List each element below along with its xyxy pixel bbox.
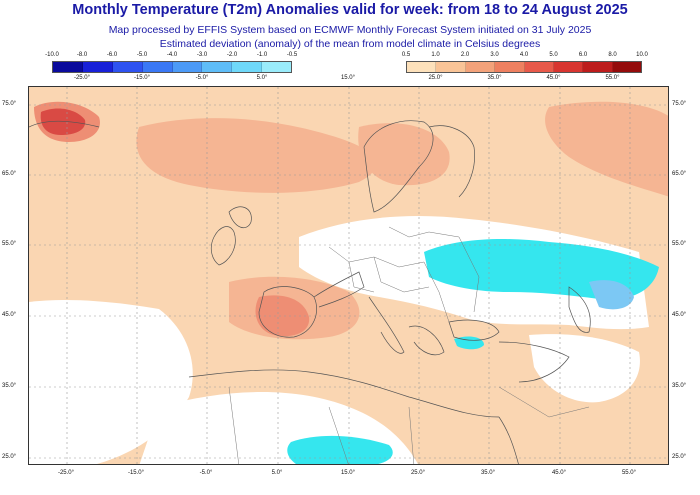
neutral-area-atlantic-south [29, 300, 193, 464]
legend-swatch [262, 62, 291, 72]
legend-lon-label: -15.0° [133, 75, 151, 81]
coastlines [29, 120, 591, 464]
legend-swatch [202, 62, 233, 72]
legend-lon-label: 25.0° [428, 75, 443, 81]
graticule [29, 87, 668, 464]
legend-swatch [465, 62, 496, 72]
anomaly-map[interactable] [28, 86, 669, 465]
legend-warm-lon-labels: 25.0° 35.0° 45.0° 55.0° [406, 75, 642, 84]
legend-lon-label: -25.0° [73, 75, 91, 81]
legend-lon-label: -5.0° [195, 75, 209, 81]
map-subtitle-units: Estimated deviation (anomaly) of the mea… [159, 38, 541, 50]
legend-lon-label: 45.0° [546, 75, 561, 81]
lat-label-left: 45.0° [2, 312, 17, 318]
legend-lon-label: 35.0° [487, 75, 502, 81]
lon-label-bottom: 15.0° [340, 470, 356, 476]
anomaly-cold-caspian [589, 280, 634, 310]
anomaly-mid-north [136, 118, 376, 193]
legend-swatch [612, 62, 641, 72]
legend-cold-labels: -10.0 -8.0 -6.0 -5.0 -4.0 -3.0 -2.0 -1.0 -0.5 [45, 52, 297, 61]
legend-cold: -10.0 -8.0 -6.0 -5.0 -4.0 -3.0 -2.0 -1.0 -0.5 -2… [45, 52, 297, 86]
lat-label-left: 75.0° [2, 101, 17, 107]
lat-label-right: 45.0° [672, 312, 687, 318]
legend-tick-label: -6.0 [106, 52, 118, 58]
legend-tick-label: 6.0 [578, 52, 588, 58]
legend-tick-label: -5.0 [136, 52, 148, 58]
lon-label-bottom: -25.0° [57, 470, 75, 476]
lat-label-right: 55.0° [672, 241, 687, 247]
legend-tick-label: 4.0 [519, 52, 529, 58]
legend-tick-label: 5.0 [549, 52, 558, 58]
legend-swatch [53, 62, 83, 72]
legend-tick-label: -0.5 [286, 52, 298, 58]
legend-tick-label: -10.0 [45, 52, 59, 58]
legend-tick-label: -8.0 [76, 52, 88, 58]
lon-label-bottom: -15.0° [127, 470, 145, 476]
lat-label-left: 65.0° [2, 171, 17, 177]
lat-label-right: 65.0° [672, 171, 687, 177]
anomaly-strong-iberia [255, 295, 310, 337]
legend-lon-label: 5.0° [256, 75, 268, 81]
legend-swatch [436, 62, 466, 72]
legend-cold-bar [52, 61, 292, 73]
lat-label-right: 35.0° [672, 383, 687, 389]
legend-tick-label: 1.0 [431, 52, 440, 58]
legend-swatch [583, 62, 613, 72]
legend-warm-labels: 0.5 1.0 2.0 3.0 4.0 5.0 6.0 8.0 10.0 [402, 52, 648, 61]
map-canvas [29, 87, 668, 464]
lat-label-right: 75.0° [672, 101, 687, 107]
legend-tick-label: -2.0 [226, 52, 238, 58]
legend-swatch [112, 62, 143, 72]
legend-tick-label: 2.0 [460, 52, 470, 58]
legend-tick-label: -3.0 [196, 52, 208, 58]
anomaly-very-hot-greenland [40, 108, 86, 135]
legend-tick-label: 3.0 [490, 52, 499, 58]
legend-swatch [524, 62, 554, 72]
legend-swatch [142, 62, 173, 72]
anomaly-mid-scandinavia [358, 123, 450, 186]
map-subtitle-source: Map processed by EFFIS System based on E… [108, 24, 592, 36]
legend-tick-label: -1.0 [256, 52, 268, 58]
legend-swatch [407, 62, 437, 72]
anomaly-mid-east-north [545, 101, 668, 197]
legend-swatch [232, 62, 263, 72]
lat-label-left: 35.0° [2, 383, 17, 389]
legend-warm: 0.5 1.0 2.0 3.0 4.0 5.0 6.0 8.0 10.0 25.0° 35.0° 4… [402, 52, 648, 86]
legend-warm-bar [406, 61, 642, 73]
lat-label-right: 25.0° [672, 454, 687, 460]
legend-cold-lon-labels: -25.0° -15.0° -5.0° 5.0° [52, 75, 292, 84]
legend-swatch [553, 62, 584, 72]
lon-label-bottom: 25.0° [410, 470, 426, 476]
lon-label-bottom: -5.0° [199, 470, 213, 476]
country-borders [228, 226, 590, 464]
lat-label-left: 55.0° [2, 241, 17, 247]
lat-label-left: 25.0° [2, 454, 17, 460]
legend-swatch [172, 62, 203, 72]
legend-swatch [82, 62, 113, 72]
legend-tick-label: -4.0 [166, 52, 178, 58]
lon-label-bottom: 55.0° [621, 470, 637, 476]
legend-lon-label: 55.0° [605, 75, 620, 81]
legend-swatch [495, 62, 525, 72]
legend-tick-label: 0.5 [401, 52, 411, 58]
lon-label-bottom: 5.0° [271, 470, 283, 476]
legend-tick-label: 10.0 [636, 52, 648, 58]
lon-label-bottom: 35.0° [480, 470, 496, 476]
top-middle-lon-label: 15.0° [340, 75, 356, 81]
lon-label-bottom: 45.0° [551, 470, 567, 476]
map-title: Monthly Temperature (T2m) Anomalies vali… [72, 2, 628, 18]
anomaly-cold-egypt [287, 435, 393, 464]
legend-tick-label: 8.0 [608, 52, 617, 58]
anomaly-cold-black-sea [454, 336, 484, 350]
